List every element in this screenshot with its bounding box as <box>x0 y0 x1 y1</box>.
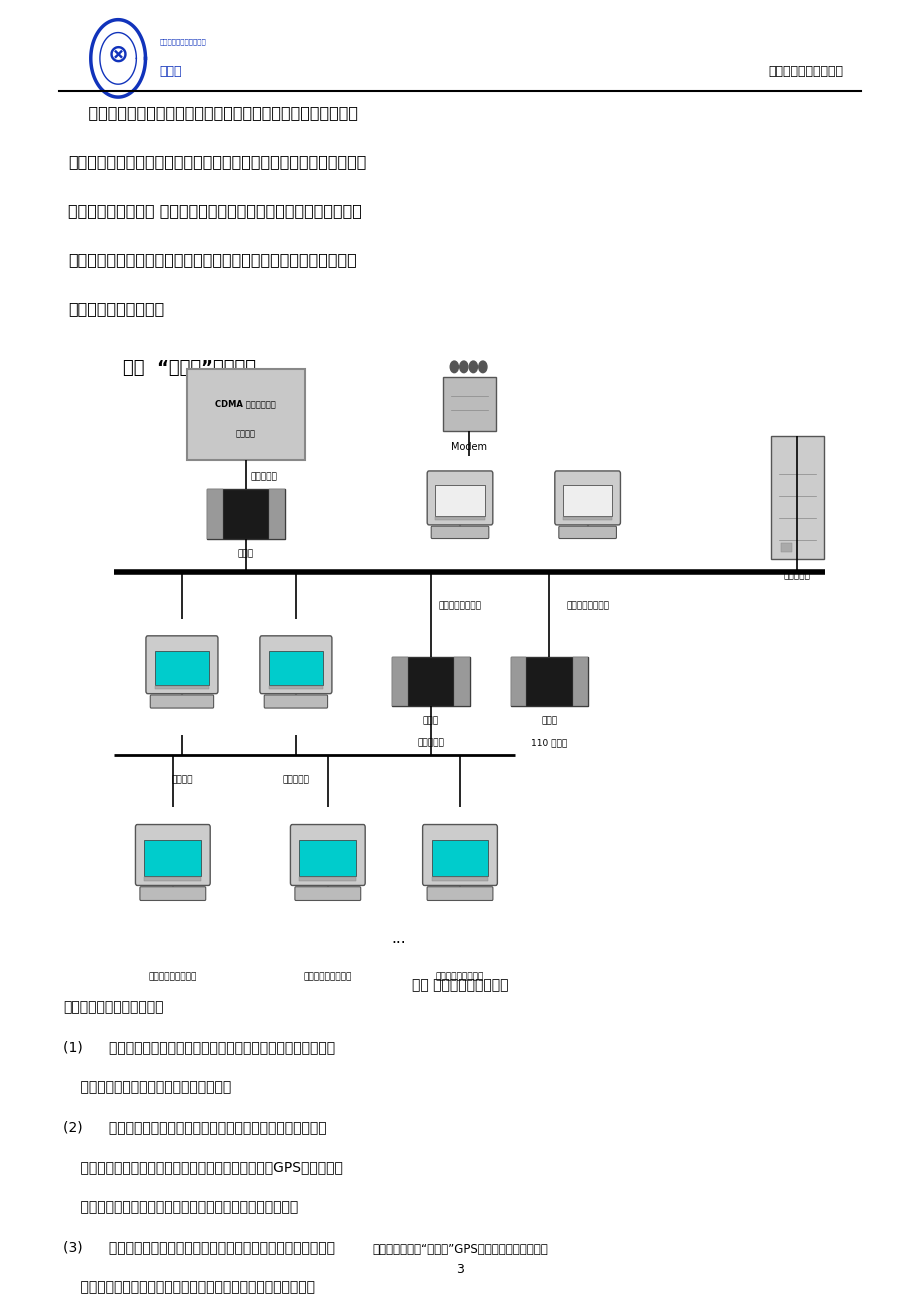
FancyBboxPatch shape <box>422 824 497 885</box>
Text: ＧＩＳ图形工作站２: ＧＩＳ图形工作站２ <box>303 973 352 982</box>
Text: ＧＩＳ图形工作站Ｎ: ＧＩＳ图形工作站Ｎ <box>436 973 483 982</box>
FancyBboxPatch shape <box>426 471 493 525</box>
Text: ···: ··· <box>391 936 406 952</box>
Text: 西藏自治区拉萨“天地通”GPS消防调度系统解决方案: 西藏自治区拉萨“天地通”GPS消防调度系统解决方案 <box>371 1243 548 1256</box>
FancyBboxPatch shape <box>554 471 619 525</box>
FancyBboxPatch shape <box>290 824 365 885</box>
FancyBboxPatch shape <box>435 484 484 517</box>
Text: 总控中心的框图说明如下：: 总控中心的框图说明如下： <box>63 1000 164 1014</box>
Text: 路由器: 路由器 <box>237 549 254 557</box>
Text: 系统管理: 系统管理 <box>171 775 192 784</box>
FancyBboxPatch shape <box>510 658 587 706</box>
FancyBboxPatch shape <box>431 878 488 880</box>
FancyBboxPatch shape <box>780 543 791 552</box>
Text: 短消息通信管理机: 短消息通信管理机 <box>438 602 481 611</box>
FancyBboxPatch shape <box>268 651 323 685</box>
Text: Modem: Modem <box>450 441 486 452</box>
FancyBboxPatch shape <box>431 840 488 876</box>
FancyBboxPatch shape <box>154 686 209 689</box>
Text: 本系统利用高科技技术全面实时调度消防车辆，实时地了解车辆: 本系统利用高科技技术全面实时调度消防车辆，实时地了解车辆 <box>68 105 357 120</box>
FancyBboxPatch shape <box>558 526 616 539</box>
Circle shape <box>478 361 486 372</box>
Text: 化、各种信息实时化。: 化、各种信息实时化。 <box>68 301 165 316</box>
Text: ⊗: ⊗ <box>108 43 129 66</box>
FancyBboxPatch shape <box>299 878 356 880</box>
Circle shape <box>469 361 477 372</box>
FancyBboxPatch shape <box>299 840 356 876</box>
Text: 指挥系统网络化、指令下达自动化、力量调度集群化、辅助功能联动: 指挥系统网络化、指令下达自动化、力量调度集群化、辅助功能联动 <box>68 253 357 267</box>
Text: 相应的通信管理机负责通信链路上相应信号的接收和发送。: 相应的通信管理机负责通信链路上相应信号的接收和发送。 <box>63 1200 299 1215</box>
FancyBboxPatch shape <box>431 526 488 539</box>
Text: 保障人民财产安全。 通过消防车辆调度系统，达到处警方式电脑化、: 保障人民财产安全。 通过消防车辆调度系统，达到处警方式电脑化、 <box>68 203 361 217</box>
FancyBboxPatch shape <box>295 887 360 901</box>
FancyBboxPatch shape <box>207 490 284 539</box>
FancyBboxPatch shape <box>150 695 213 708</box>
FancyBboxPatch shape <box>562 517 612 521</box>
Text: 员进行设置分配后，在操作员权限许可的情况下，任何一个用户: 员进行设置分配后，在操作员权限许可的情况下，任何一个用户 <box>63 1281 315 1294</box>
FancyBboxPatch shape <box>144 878 201 880</box>
Text: (1)      总控中心由若干个値班席和数据库服务器、前置专用的相应通: (1) 总控中心由若干个値班席和数据库服务器、前置专用的相应通 <box>63 1040 335 1055</box>
Circle shape <box>460 361 468 372</box>
Text: 话务管理机: 话务管理机 <box>282 775 309 784</box>
Circle shape <box>449 361 458 372</box>
FancyBboxPatch shape <box>140 887 206 901</box>
FancyBboxPatch shape <box>454 658 469 706</box>
FancyBboxPatch shape <box>268 490 284 539</box>
Text: 网络服务器: 网络服务器 <box>783 572 810 581</box>
Text: 天地通: 天地通 <box>159 65 181 78</box>
FancyBboxPatch shape <box>442 378 495 431</box>
Text: CDMA 系统的短消息: CDMA 系统的短消息 <box>215 400 276 409</box>
FancyBboxPatch shape <box>146 635 218 694</box>
Text: 信管理机等组成，为一个网络化的结构。: 信管理机等组成，为一个网络化的结构。 <box>63 1081 232 1095</box>
FancyBboxPatch shape <box>435 517 484 521</box>
FancyBboxPatch shape <box>426 887 493 901</box>
FancyBboxPatch shape <box>391 658 469 706</box>
Text: ＧＩＳ图形工作站１: ＧＩＳ图形工作站１ <box>149 973 197 982</box>
FancyBboxPatch shape <box>510 658 526 706</box>
Text: 3: 3 <box>456 1263 463 1276</box>
Text: 路由器: 路由器 <box>540 716 557 725</box>
Text: 其他分中心: 其他分中心 <box>417 738 444 747</box>
Text: 110 分中心: 110 分中心 <box>530 738 567 747</box>
FancyBboxPatch shape <box>207 490 222 539</box>
Text: 图２ 总控中心系统结构图: 图２ 总控中心系统结构图 <box>412 979 507 992</box>
FancyBboxPatch shape <box>268 686 323 689</box>
Text: 分中心通信管理机: 分中心通信管理机 <box>565 602 608 611</box>
Text: 拉萨电信车载运营中心: 拉萨电信车载运营中心 <box>767 65 842 78</box>
FancyBboxPatch shape <box>154 651 209 685</box>
Text: 二，  “天地通”系统结构: 二， “天地通”系统结构 <box>122 359 255 378</box>
FancyBboxPatch shape <box>187 370 305 460</box>
FancyBboxPatch shape <box>391 658 407 706</box>
Text: ＤＤＮ专线: ＤＤＮ专线 <box>250 473 277 480</box>
FancyBboxPatch shape <box>562 484 612 517</box>
Text: 服务中心: 服务中心 <box>235 430 255 439</box>
FancyBboxPatch shape <box>259 635 332 694</box>
Text: གནམས་ས་རབས་: གནམས་ས་རབས་ <box>159 38 206 44</box>
Text: (3)      数据库服务器对用户的资料和数据记录进行管理。由系统管理: (3) 数据库服务器对用户的资料和数据记录进行管理。由系统管理 <box>63 1241 335 1255</box>
Text: (2)      每一个値班席由电子地图地理信息系统及移动目标的应用管: (2) 每一个値班席由电子地图地理信息系统及移动目标的应用管 <box>63 1121 326 1134</box>
FancyBboxPatch shape <box>135 824 210 885</box>
FancyBboxPatch shape <box>144 840 201 876</box>
FancyBboxPatch shape <box>572 658 587 706</box>
FancyBboxPatch shape <box>770 436 823 559</box>
Text: 理软件为软件平台，以图型工作站作为硬件支持，对GPS移动目标，: 理软件为软件平台，以图型工作站作为硬件支持，对GPS移动目标， <box>63 1160 343 1174</box>
Text: 在市区的分布状况，及时向发生火灾地区派遣消防车，降低火灾损失，: 在市区的分布状况，及时向发生火灾地区派遣消防车，降低火灾损失， <box>68 154 366 169</box>
Text: 路由器: 路由器 <box>423 716 438 725</box>
FancyBboxPatch shape <box>264 695 327 708</box>
